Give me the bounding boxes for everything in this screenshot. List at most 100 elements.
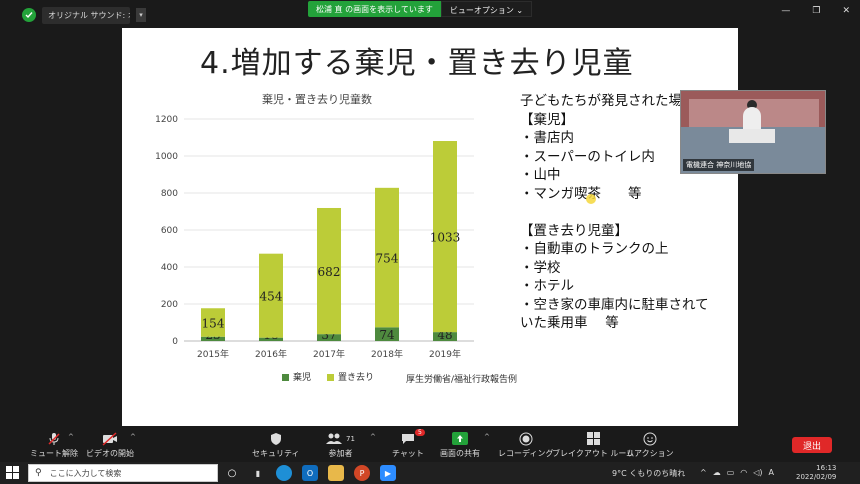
record-icon xyxy=(519,431,533,446)
chart-legend: 棄児 置き去り xyxy=(282,370,374,383)
outlook-icon[interactable]: O xyxy=(302,465,318,481)
bar-okizari xyxy=(201,308,225,337)
view-options-button[interactable]: ビューオプション ⌄ xyxy=(440,1,533,17)
data-label: 454 xyxy=(260,290,283,304)
chart-title: 棄児・置き去り児童数 xyxy=(262,93,372,106)
leave-button[interactable]: 退出 xyxy=(792,437,832,453)
window-controls: — ❐ ✕ xyxy=(781,6,850,16)
list-line: ・学校 xyxy=(520,259,561,276)
widgets-icon[interactable]: ▮ xyxy=(255,468,261,478)
video-off-icon xyxy=(102,431,118,446)
breakout-rooms-button[interactable]: ブレイクアウト ルーム xyxy=(552,431,634,459)
list-line: ・空き家の車庫内に駐車されて xyxy=(520,296,709,313)
x-tick-label: 2018年 xyxy=(371,348,403,360)
x-tick-label: 2017年 xyxy=(313,348,345,360)
security-shield-icon xyxy=(270,431,282,446)
legend-item-kiji: 棄児 xyxy=(282,370,311,383)
security-button[interactable]: セキュリティ xyxy=(252,431,300,459)
x-tick-label: 2016年 xyxy=(255,348,287,360)
task-view-icon[interactable]: ○ xyxy=(227,467,237,479)
bar-kiji xyxy=(317,334,341,341)
taskbar-apps: ○ ▮ O P ▶ xyxy=(224,465,396,481)
data-label: 74 xyxy=(379,328,395,342)
wifi-icon[interactable]: ◠ xyxy=(740,468,748,477)
bar-okizari xyxy=(317,207,341,335)
shared-slide: 4.増加する棄児・置き去り児童 棄児・置き去り児童数 0 200 400 600 800… xyxy=(122,28,738,426)
data-label: 154 xyxy=(202,317,225,331)
participants-count: 71 xyxy=(346,434,355,443)
chat-icon: 5 xyxy=(401,429,425,446)
taskbar-search-input[interactable]: ⚲ ここに入力して検索 xyxy=(28,464,218,482)
share-banner: 松浦 直 の画面を表示しています ビューオプション ⌄ xyxy=(308,1,533,17)
y-tick-label: 0 xyxy=(172,337,178,347)
share-screen-button[interactable]: 画面の共有 xyxy=(440,431,480,459)
video-tile[interactable]: 電機連合 神奈川地協 xyxy=(680,90,826,174)
zoom-app-icon[interactable]: ▶ xyxy=(380,465,396,481)
system-tray: ^ ☁ ▭ ◠ ◁) A xyxy=(700,468,774,477)
participants-button[interactable]: 71 参加者 xyxy=(326,431,355,459)
maximize-icon[interactable]: ❐ xyxy=(812,6,821,16)
list-line: ・スーパーのトイレ内 xyxy=(520,148,655,165)
display-icon[interactable]: ▭ xyxy=(726,468,735,477)
bar-kiji xyxy=(201,336,225,341)
meeting-toolbar: ミュート解除 ^ ビデオの開始 ^ セキュリティ 71 参加者 ^ xyxy=(20,428,842,462)
list-line: 【棄児】 xyxy=(520,111,574,128)
bar-kiji xyxy=(433,332,457,341)
powerpoint-icon[interactable]: P xyxy=(354,465,370,481)
list-line: いた乗用車 等 xyxy=(520,315,619,331)
video-tile-name: 電機連合 神奈川地協 xyxy=(683,159,755,171)
meeting-info: オリジナル サウンド: オフ ▾ xyxy=(22,6,146,24)
list-line: ・書店内 xyxy=(520,130,574,146)
taskbar-clock[interactable]: 16:13 2022/02/09 xyxy=(796,464,837,481)
bar-okizari xyxy=(433,141,457,333)
search-icon: ⚲ xyxy=(35,468,42,478)
reactions-button[interactable]: リアクション xyxy=(626,431,674,459)
y-tick-label: 600 xyxy=(161,226,178,236)
participants-options-caret[interactable]: ^ xyxy=(370,433,376,441)
windows-start-icon[interactable] xyxy=(6,466,19,479)
bar-kiji xyxy=(375,327,399,341)
data-label: 1033 xyxy=(430,231,461,245)
list-line: ・自動車のトランクの上 xyxy=(520,241,669,257)
mute-options-caret[interactable]: ^ xyxy=(68,433,74,441)
video-options-caret[interactable]: ^ xyxy=(130,433,136,441)
zoom-topbar: オリジナル サウンド: オフ ▾ 松浦 直 の画面を表示しています ビューオプシ… xyxy=(0,0,860,30)
speaker-head xyxy=(747,100,757,110)
breakout-grid-icon xyxy=(586,431,600,446)
file-explorer-icon[interactable] xyxy=(328,465,344,481)
x-tick-label: 2015年 xyxy=(197,348,229,360)
weather-widget[interactable]: 9°C くもりのち晴れ xyxy=(612,469,686,478)
speaker-body xyxy=(743,107,761,133)
list-line xyxy=(520,203,709,222)
share-options-caret[interactable]: ^ xyxy=(484,433,490,441)
pointer-cursor xyxy=(586,194,596,204)
original-sound-toggle[interactable]: オリジナル サウンド: オフ xyxy=(42,6,130,24)
y-tick-label: 1200 xyxy=(155,115,178,125)
volume-icon[interactable]: ◁) xyxy=(753,468,763,477)
chat-button[interactable]: 5 チャット xyxy=(392,429,425,458)
start-video-button[interactable]: ビデオの開始 xyxy=(86,431,134,459)
bar-kiji xyxy=(259,337,283,341)
record-button[interactable]: レコーディング xyxy=(498,431,553,459)
edge-browser-icon[interactable] xyxy=(276,465,292,481)
data-label: 682 xyxy=(318,265,341,279)
microphone-muted-icon xyxy=(47,431,61,446)
chevron-down-icon[interactable]: ▾ xyxy=(136,8,146,22)
y-tick-label: 1000 xyxy=(155,152,178,162)
chat-badge: 5 xyxy=(414,429,425,436)
ime-icon[interactable]: A xyxy=(768,468,775,477)
windows-taskbar: ⚲ ここに入力して検索 ○ ▮ O P ▶ 9°C くもりのち晴れ ^ ☁ ▭ … xyxy=(0,462,860,484)
tray-chevron-icon[interactable]: ^ xyxy=(700,468,707,477)
bar-okizari xyxy=(259,253,283,338)
y-tick-label: 200 xyxy=(161,300,178,310)
slide-title: 4.増加する棄児・置き去り児童 xyxy=(200,46,634,81)
legend-item-okizari: 置き去り xyxy=(327,370,374,383)
close-icon[interactable]: ✕ xyxy=(842,6,850,16)
minimize-icon[interactable]: — xyxy=(781,6,791,16)
cloud-icon[interactable]: ☁ xyxy=(712,468,721,477)
shield-icon[interactable] xyxy=(22,8,36,22)
participants-icon: 71 xyxy=(326,431,355,446)
mute-button[interactable]: ミュート解除 xyxy=(30,431,78,459)
list-line: ・山中 xyxy=(520,167,561,183)
